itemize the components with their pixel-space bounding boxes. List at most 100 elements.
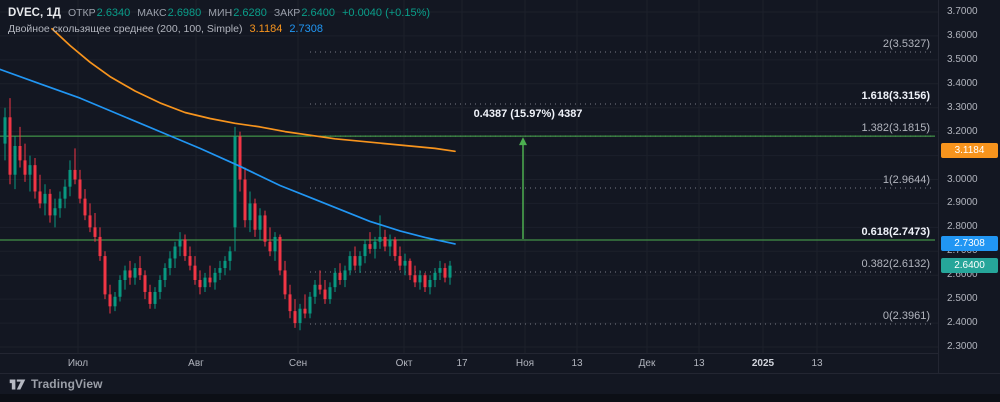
candle-body [73, 169, 77, 180]
candle-body [433, 272, 437, 280]
candle-body [293, 311, 297, 324]
candle-body [308, 296, 312, 314]
ma200-value: 3.1184 [249, 23, 283, 35]
time-tick-label: Авг [188, 358, 204, 369]
candle-body [13, 146, 17, 175]
candle-body [228, 251, 232, 261]
candle-body [278, 236, 282, 271]
tradingview-logo-link[interactable]: TradingView [9, 377, 103, 391]
candle-body [38, 191, 42, 204]
candle-body [123, 270, 127, 280]
candle-body [23, 160, 27, 175]
bottom-strip [0, 394, 1000, 402]
candle-body [153, 291, 157, 304]
candle-body [313, 284, 317, 297]
price-tick-label: 3.5000 [947, 53, 978, 65]
price-tick-label: 3.3000 [947, 101, 978, 113]
candle-body [318, 284, 322, 290]
candle-body [233, 136, 237, 228]
candle-body [163, 268, 167, 280]
symbol-title[interactable]: DVEC, 1Д [8, 7, 61, 19]
candle-body [108, 294, 112, 307]
price-tick-label: 3.4000 [947, 77, 978, 89]
indicator-title[interactable]: Двойное скользящее среднее (200, 100, Si… [8, 23, 243, 35]
candle-body [28, 165, 32, 175]
candle-body [413, 275, 417, 283]
moving-average-line[interactable] [51, 27, 456, 153]
candle-body [33, 165, 37, 192]
candle-body [373, 241, 377, 249]
tradingview-logo-icon [9, 379, 26, 389]
fib-level-label: 1.618(3.3156) [862, 90, 931, 102]
measure-annotation[interactable]: 0.4387 (15.97%) 4387 [473, 108, 583, 120]
ohlc-high: МАКС 2.6980 [137, 7, 202, 19]
candlestick-chart[interactable]: 2(3.5327) 1.618(3.3156) 1.382(3.1815) 1(2.9… [0, 0, 938, 353]
price-tick-label: 2.9000 [947, 197, 978, 209]
time-tick-label: 13 [571, 358, 583, 369]
candle-body [93, 227, 97, 237]
candle-body [238, 136, 242, 180]
candle-body [363, 244, 367, 257]
candle-body [148, 291, 152, 304]
candle-body [418, 275, 422, 283]
candle-body [198, 280, 202, 288]
candle-body [378, 236, 382, 242]
price-badge: 2.6400 [941, 257, 998, 273]
candle-body [303, 308, 307, 314]
time-tick-label: Окт [395, 358, 413, 369]
fib-level-label: 0.382(2.6132) [862, 258, 931, 270]
candle-body [328, 287, 332, 300]
time-tick-label: Дек [638, 358, 656, 369]
candle-body [338, 272, 342, 280]
ohlc-low: МИН 2.6280 [208, 7, 267, 19]
fib-level-label: 1.382(3.1815) [862, 122, 931, 134]
candle-body [188, 256, 192, 266]
candle-body [138, 268, 142, 276]
time-tick-label: Ноя [515, 358, 535, 369]
candle-body [133, 268, 137, 278]
candle-body [323, 289, 327, 300]
chart-pane[interactable]: 2(3.5327) 1.618(3.3156) 1.382(3.1815) 1(2.9… [0, 0, 938, 353]
time-tick-label: Сен [288, 358, 308, 369]
candle-body [393, 239, 397, 257]
price-axis[interactable]: 3.70003.60003.50003.40003.30003.20003.10… [938, 0, 1000, 373]
price-badge: 2.7308 [941, 235, 998, 251]
candle-body [243, 179, 247, 221]
price-tick-label: 3.6000 [947, 29, 978, 41]
candle-body [143, 275, 147, 292]
indicator-row: Двойное скользящее среднее (200, 100, Si… [8, 22, 430, 37]
candle-body [423, 275, 427, 288]
candle-body [333, 272, 337, 288]
candle-body [118, 280, 122, 297]
candle-body [383, 236, 387, 247]
candle-body [158, 280, 162, 292]
price-tick-label: 2.3000 [947, 341, 978, 352]
candle-body [258, 215, 262, 230]
candle-body [268, 241, 272, 252]
candle-body [408, 260, 412, 276]
candle-body [368, 244, 372, 249]
candle-body [283, 270, 287, 295]
fib-level-label: 2(3.5327) [883, 38, 930, 50]
candle-body [58, 198, 62, 209]
candle-body [358, 256, 362, 266]
moving-average-line[interactable] [0, 68, 456, 245]
footer: TradingView [0, 373, 1000, 394]
time-axis[interactable]: Июл Авг Сен Окт 17 Ноя 13 Дек 13 2025 13 [0, 353, 938, 373]
time-tick-label: 17 [456, 358, 468, 369]
candle-body [8, 117, 12, 175]
candle-body [193, 265, 197, 280]
candle-body [128, 270, 132, 278]
candle-body [98, 236, 102, 257]
fib-level-label: 0.618(2.7473) [862, 226, 931, 238]
candle-body [288, 294, 292, 312]
candle-body [398, 256, 402, 266]
candle-body [348, 256, 352, 271]
measure-arrow-head [519, 137, 527, 146]
candle-body [218, 268, 222, 273]
price-tick-label: 2.5000 [947, 293, 978, 305]
candle-body [263, 215, 267, 242]
price-change: +0.0040 (+0.15%) [341, 7, 431, 19]
candle-body [253, 203, 257, 230]
candle-body [173, 246, 177, 259]
